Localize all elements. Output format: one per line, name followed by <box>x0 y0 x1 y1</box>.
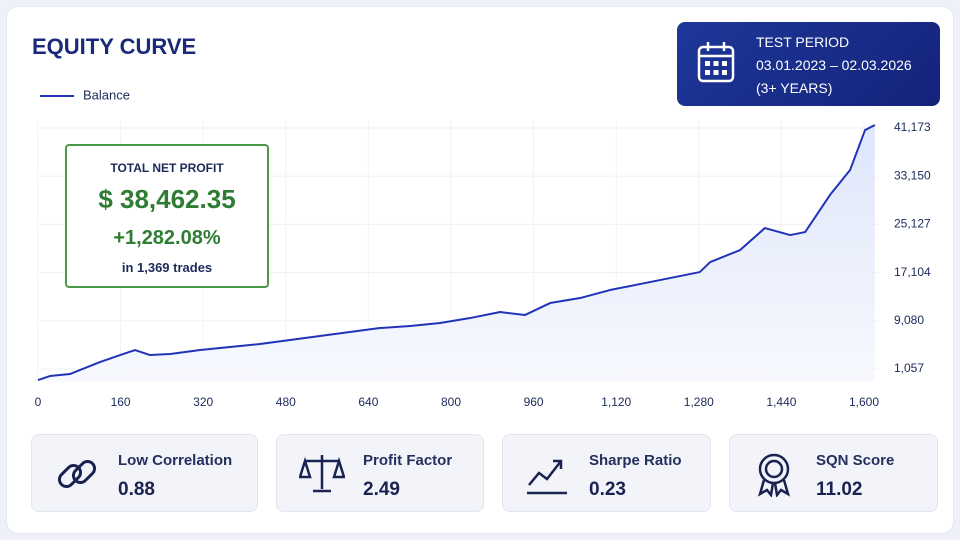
metric-value: 11.02 <box>816 479 863 500</box>
profit-amount: $ 38,462.35 <box>98 184 236 214</box>
profit-percent: +1,282.08% <box>113 227 221 249</box>
scale-icon <box>299 455 345 493</box>
x-tick-label: 1,120 <box>601 395 631 409</box>
metric-value: 0.88 <box>118 479 155 500</box>
test-period: TEST PERIOD 03.01.2023 – 02.03.2026 (3+ … <box>677 22 940 106</box>
area <box>38 125 875 382</box>
badge-icon <box>757 453 791 497</box>
trend-icon <box>527 459 567 495</box>
profit-trades: in 1,369 trades <box>121 260 213 275</box>
metric-label: Low Correlation <box>118 452 233 469</box>
metric-card: Low Correlation 0.88 <box>31 434 258 512</box>
calendar-icon <box>697 42 735 83</box>
metric-label: Sharpe Ratio <box>589 452 682 469</box>
metric-label: SQN Score <box>816 452 895 469</box>
legend-label: Balance <box>83 87 130 102</box>
x-tick-label: 1,600 <box>849 395 879 409</box>
y-tick-label: 9,080 <box>894 313 924 327</box>
y-tick-label: 17,104 <box>894 265 931 279</box>
x-tick-label: 800 <box>441 395 461 409</box>
x-tick-label: 160 <box>111 395 131 409</box>
x-tick-label: 480 <box>276 395 296 409</box>
y-tick-label: 1,057 <box>894 361 924 375</box>
x-tick-label: 1,440 <box>766 395 796 409</box>
profit-box: TOTAL NET PROFIT $ 38,462.35 +1,282.08% … <box>65 144 269 288</box>
period-label: TEST PERIOD <box>756 34 850 50</box>
y-tick-label: 25,127 <box>894 217 931 231</box>
metric-label: Profit Factor <box>363 452 453 469</box>
metric-card: Profit Factor 2.49 <box>276 434 484 512</box>
period-range: 03.01.2023 – 02.03.2026 <box>756 57 912 73</box>
metric-card: Sharpe Ratio 0.23 <box>502 434 711 512</box>
x-tick-label: 960 <box>524 395 544 409</box>
x-tick-label: 320 <box>193 395 213 409</box>
line <box>37 124 876 381</box>
x-tick-label: 0 <box>35 395 42 409</box>
profit-label: TOTAL NET PROFIT <box>110 161 224 175</box>
y-tick-label: 41,173 <box>894 120 931 134</box>
metric-card: SQN Score 11.02 <box>729 434 938 512</box>
x-tick-label: 1,280 <box>684 395 714 409</box>
x-tick-label: 640 <box>358 395 378 409</box>
period-duration: (3+ YEARS) <box>756 80 833 96</box>
y-tick-label: 33,150 <box>894 168 931 182</box>
metric-value: 0.23 <box>589 479 626 500</box>
link-icon <box>57 459 97 489</box>
metric-value: 2.49 <box>363 479 400 500</box>
chart-title: EQUITY CURVE <box>32 34 196 59</box>
